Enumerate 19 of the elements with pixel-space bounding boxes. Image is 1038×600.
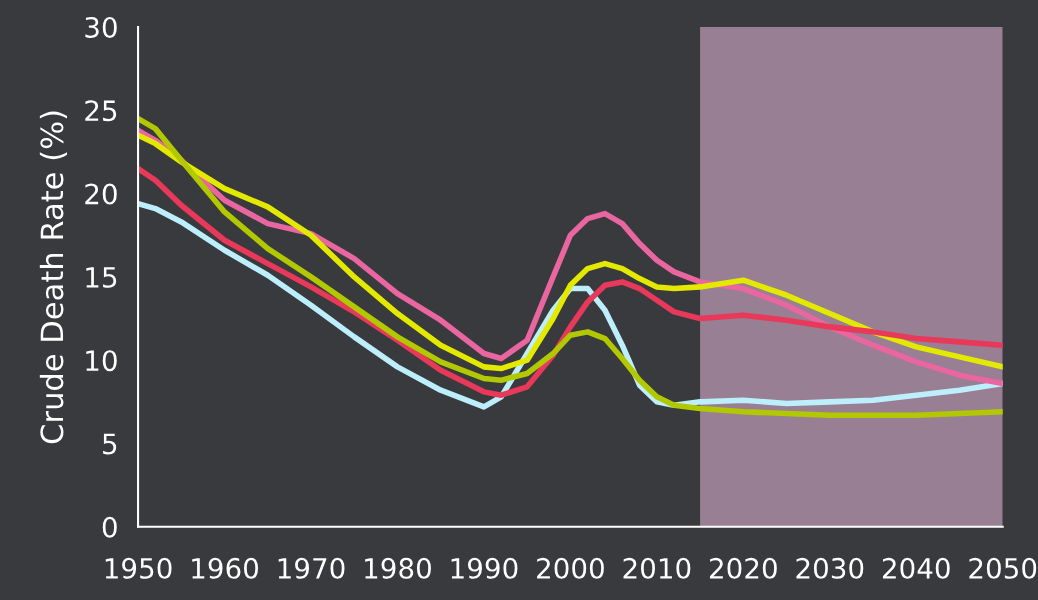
x-tick-label: 2010: [623, 557, 691, 579]
y-tick-label: 15: [86, 267, 117, 288]
x-tick-label: 1990: [451, 557, 518, 579]
x-tick-label: 2030: [796, 557, 864, 579]
x-tick-label: 1960: [192, 557, 259, 579]
x-tick-label: 1950: [105, 557, 172, 579]
x-tick-label: 2020: [710, 557, 777, 579]
y-tick-label: 20: [85, 183, 117, 205]
x-tick-label: 2040: [882, 557, 950, 579]
y-tick-label: 30: [85, 16, 117, 38]
x-tick-label: 2000: [537, 557, 604, 579]
y-tick-label: 25: [85, 100, 117, 122]
x-tick-label: 1970: [278, 557, 345, 579]
y-tick-label: 5: [103, 433, 117, 455]
y-tick-label: 0: [102, 516, 117, 538]
y-axis-title: Crude Death Rate (%): [39, 111, 68, 444]
y-tick-label: 10: [86, 350, 117, 372]
x-tick-label: 2050: [969, 557, 1037, 579]
x-tick-label: 1980: [365, 557, 431, 579]
